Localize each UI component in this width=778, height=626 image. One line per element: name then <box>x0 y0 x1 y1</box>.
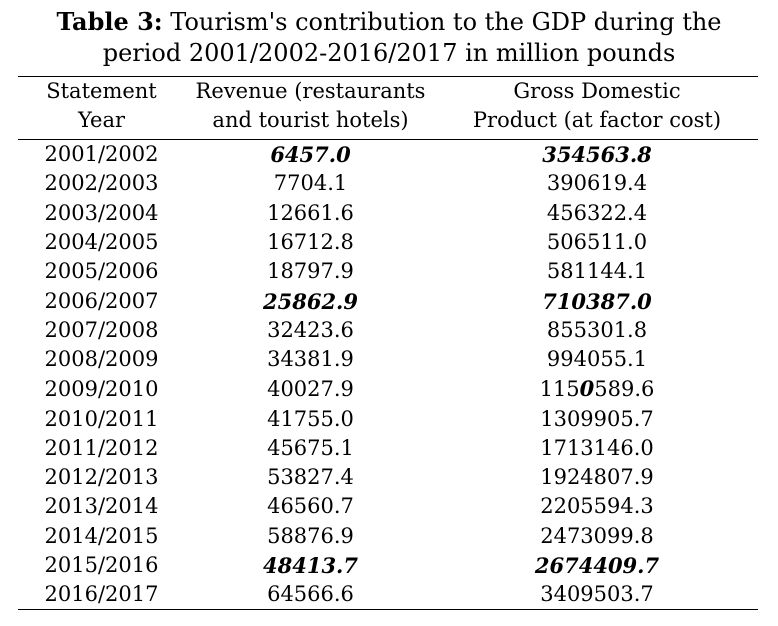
cell-gdp: 1150589.6 <box>436 374 758 404</box>
cell-revenue: 58876.9 <box>267 523 354 548</box>
table-row: 2014/2015 58876.9 2473099.8 <box>18 522 758 551</box>
cell-gdp: 390619.4 <box>546 171 648 196</box>
cell-year: 2001/2002 <box>44 142 159 167</box>
cell-year: 2013/2014 <box>44 494 159 519</box>
cell-gdp: 354563.8 <box>542 142 652 168</box>
table-row: 2007/2008 32423.6 855301.8 <box>18 316 758 345</box>
cell-year: 2002/2003 <box>44 171 159 196</box>
cell-gdp: 456322.4 <box>546 200 648 225</box>
table-row: 2010/2011 41755.0 1309905.7 <box>18 404 758 433</box>
cell-revenue: 53827.4 <box>267 465 354 490</box>
cell-year: 2015/2016 <box>44 553 159 577</box>
table-row: 2013/2014 46560.7 2205594.3 <box>18 492 758 521</box>
cell-gdp: 2205594.3 <box>540 494 654 519</box>
header-col3-line2: Product (at factor cost) <box>472 108 722 132</box>
cell-revenue: 18797.9 <box>267 259 354 284</box>
header-statement-year: Statement Year <box>18 76 185 140</box>
caption-line-1: Table 3: Tourism's contribution to the G… <box>0 6 778 38</box>
table-body: 2001/2002 6457.0 354563.8 2002/2003 7704.1 39… <box>18 140 758 611</box>
header-col2-line2: and tourist hotels) <box>212 108 409 132</box>
caption-text-1: Tourism's contribution to the GDP during… <box>162 8 722 36</box>
table-row: 2012/2013 53827.4 1924807.9 <box>18 463 758 492</box>
cell-year: 2005/2006 <box>44 259 159 284</box>
table-row: 2003/2004 12661.6 456322.4 <box>18 199 758 228</box>
header-col1-line1: Statement <box>46 79 157 103</box>
table-row: 2008/2009 34381.9 994055.1 <box>18 345 758 374</box>
cell-gdp: 1924807.9 <box>540 465 654 490</box>
header-revenue: Revenue (restaurants and tourist hotels) <box>185 76 436 140</box>
cell-year: 2012/2013 <box>44 465 159 490</box>
cell-gdp: 710387.0 <box>542 288 652 314</box>
cell-revenue: 40027.9 <box>267 376 354 401</box>
table-row: 2015/2016 48413.7 2674409.7 <box>18 551 758 580</box>
cell-gdp: 855301.8 <box>546 317 648 342</box>
cell-year: 2011/2012 <box>44 435 159 460</box>
table-row: 2011/2012 45675.1 1713146.0 <box>18 434 758 463</box>
cell-revenue: 16712.8 <box>267 230 354 255</box>
header-gdp: Gross Domestic Product (at factor cost) <box>436 76 758 140</box>
cell-gdp: 581144.1 <box>546 259 648 284</box>
cell-revenue: 32423.6 <box>267 317 354 342</box>
cell-gdp: 1713146.0 <box>540 435 654 460</box>
cell-revenue: 41755.0 <box>267 406 354 431</box>
cell-gdp: 994055.1 <box>546 347 648 372</box>
caption-text-2: period 2001/2002-2016/2017 in million po… <box>102 39 676 67</box>
cell-revenue: 64566.6 <box>185 580 436 611</box>
header-col1-line2: Year <box>77 108 126 132</box>
cell-revenue: 7704.1 <box>273 171 348 196</box>
table-row: 2004/2005 16712.8 506511.0 <box>18 228 758 257</box>
table-row: 2001/2002 6457.0 354563.8 <box>18 140 758 170</box>
cell-year: 2010/2011 <box>44 406 159 431</box>
table-row: 2016/2017 64566.6 3409503.7 <box>18 580 758 611</box>
table-header-row: Statement Year Revenue (restaurants and … <box>18 76 758 140</box>
cell-year: 2014/2015 <box>44 523 159 548</box>
table-row: 2006/2007 25862.9 710387.0 <box>18 286 758 315</box>
table-row: 2002/2003 7704.1 390619.4 <box>18 169 758 198</box>
tourism-gdp-table: Statement Year Revenue (restaurants and … <box>18 76 758 611</box>
cell-revenue: 46560.7 <box>267 494 354 519</box>
caption-label: Table 3: <box>56 7 163 36</box>
table-caption: Table 3: Tourism's contribution to the G… <box>0 6 778 69</box>
cell-revenue: 48413.7 <box>263 553 358 578</box>
gdp-part: 115 <box>539 377 580 402</box>
cell-gdp: 2473099.8 <box>540 523 654 548</box>
cell-year: 2006/2007 <box>44 288 159 313</box>
cell-revenue: 45675.1 <box>267 435 354 460</box>
table-row: 2009/2010 40027.9 1150589.6 <box>18 374 758 404</box>
cell-gdp: 506511.0 <box>546 230 648 255</box>
cell-gdp: 2674409.7 <box>534 553 660 578</box>
cell-gdp: 1309905.7 <box>540 406 654 431</box>
cell-revenue: 12661.6 <box>267 200 354 225</box>
cell-year: 2016/2017 <box>18 580 185 611</box>
cell-revenue: 34381.9 <box>267 347 354 372</box>
gdp-part-emphasis: 0 <box>579 376 595 402</box>
cell-year: 2008/2009 <box>44 347 159 372</box>
cell-year: 2003/2004 <box>44 200 159 225</box>
cell-revenue: 6457.0 <box>270 142 351 168</box>
gdp-part: 589.6 <box>594 377 655 402</box>
header-col2-line1: Revenue (restaurants <box>195 79 426 103</box>
cell-year: 2004/2005 <box>44 230 159 255</box>
header-col3-line1: Gross Domestic <box>513 79 681 103</box>
cell-revenue: 25862.9 <box>263 288 358 314</box>
cell-year: 2007/2008 <box>44 317 159 342</box>
cell-year: 2009/2010 <box>44 376 159 401</box>
cell-gdp: 3409503.7 <box>436 580 758 611</box>
table-row: 2005/2006 18797.9 581144.1 <box>18 257 758 286</box>
